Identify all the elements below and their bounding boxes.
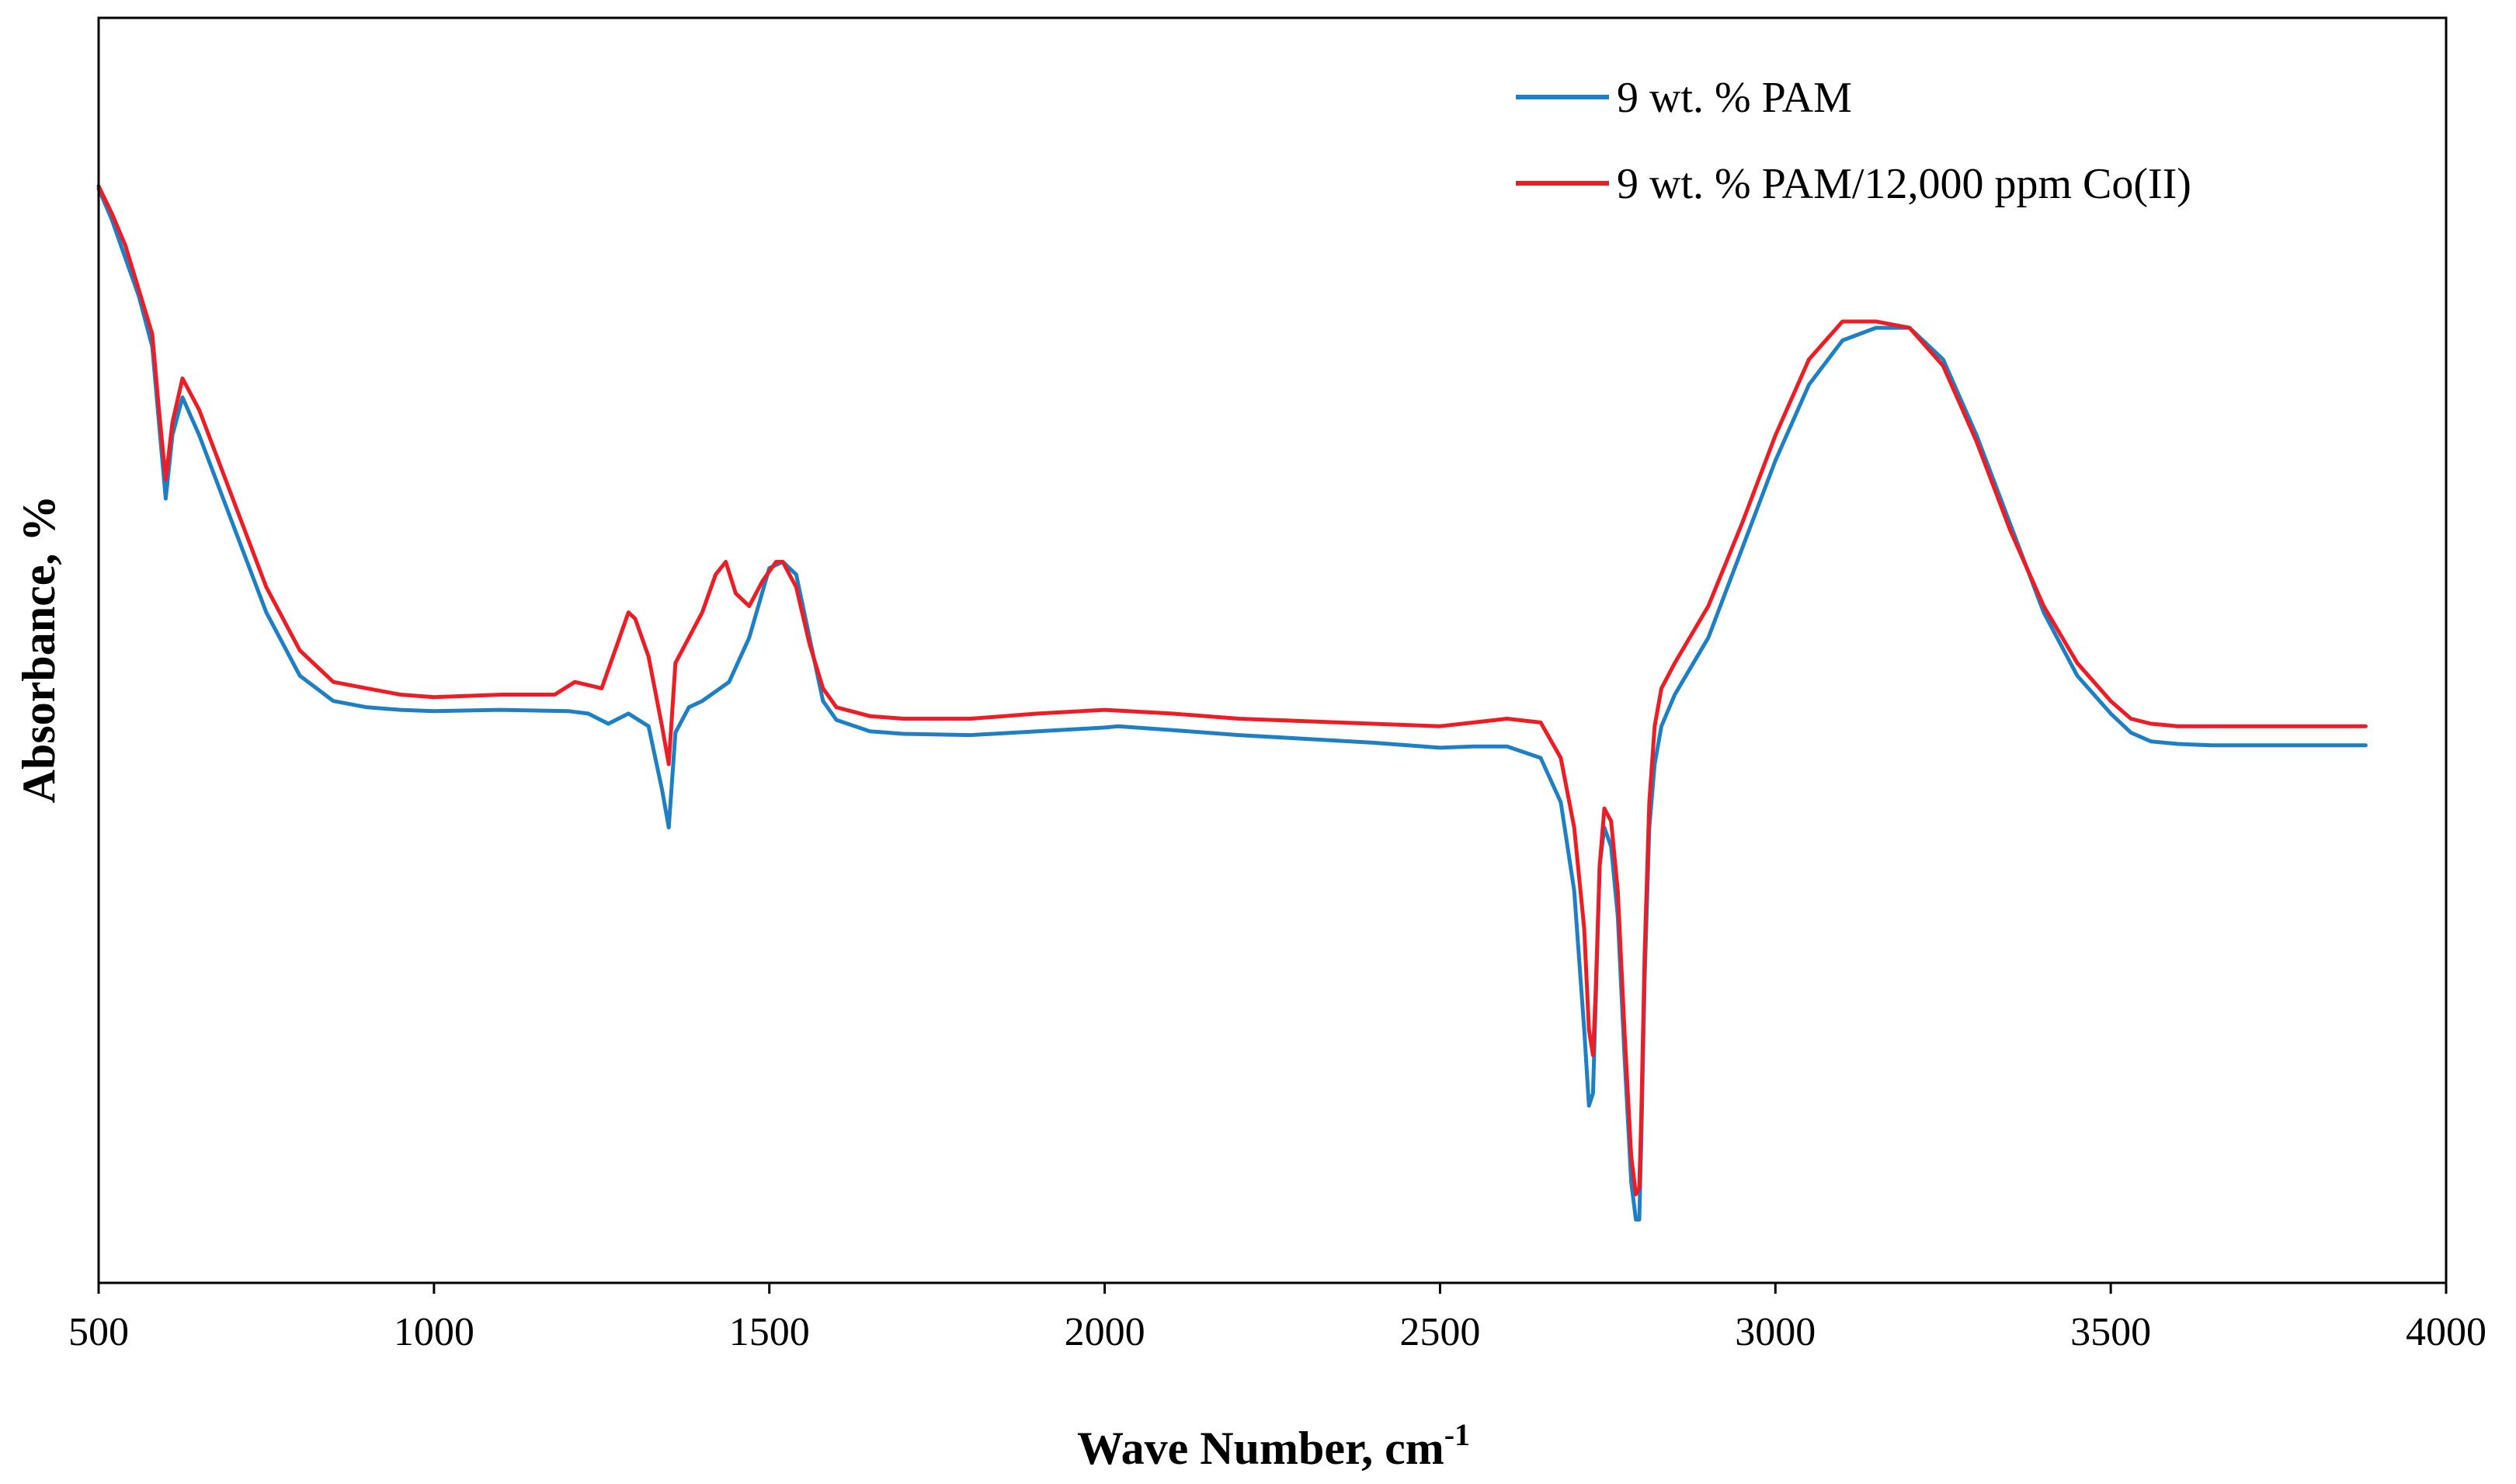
x-tick-label-1000: 1000	[394, 1310, 474, 1354]
x-axis-ticks: 500 1000 1500 2000 2500 3000 3500 4000	[68, 1283, 2486, 1354]
series-layer	[96, 184, 2368, 1222]
plot-frame	[97, 16, 2448, 1284]
series-line-0	[96, 186, 2368, 1222]
x-tick-label-1500: 1500	[729, 1310, 810, 1354]
x-tick-label-3500: 3500	[2070, 1310, 2151, 1354]
x-axis-title: Wave Number, cm-1	[1077, 1417, 1470, 1474]
x-tick-label-2500: 2500	[1399, 1310, 1480, 1354]
x-tick-label-3000: 3000	[1735, 1310, 1816, 1354]
x-axis-title-main: Wave Number, cm	[1077, 1423, 1444, 1474]
y-axis-title: Absorbance, %	[13, 495, 64, 804]
x-tick-label-2000: 2000	[1065, 1310, 1145, 1354]
x-tick-label-4000: 4000	[2406, 1310, 2486, 1354]
x-axis-title-superscript: -1	[1444, 1417, 1470, 1452]
legend-label-pam: 9 wt. % PAM	[1617, 74, 1852, 122]
x-tick-label-500: 500	[68, 1310, 129, 1354]
legend-label-pam-co: 9 wt. % PAM/12,000 ppm Co(II)	[1617, 160, 2191, 208]
series-line-1	[96, 184, 2368, 1197]
legend: 9 wt. % PAM 9 wt. % PAM/12,000 ppm Co(II…	[1516, 74, 2191, 208]
